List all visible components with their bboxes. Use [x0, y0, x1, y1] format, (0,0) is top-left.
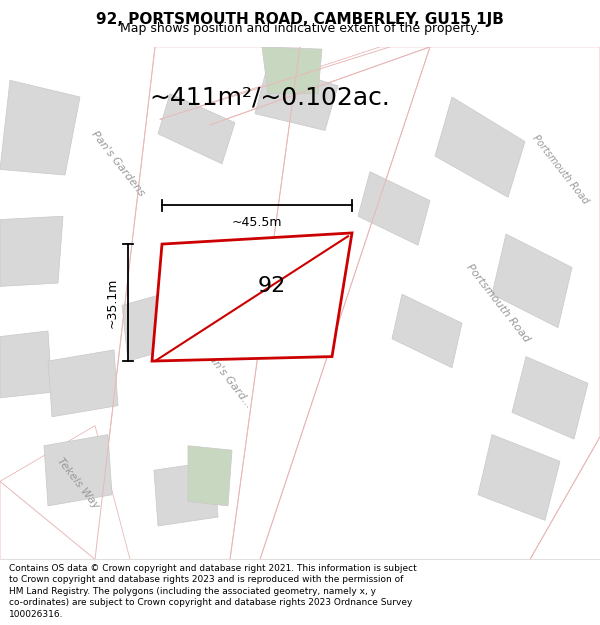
Text: Map shows position and indicative extent of the property.: Map shows position and indicative extent…: [120, 22, 480, 35]
Text: 92, PORTSMOUTH ROAD, CAMBERLEY, GU15 1JB: 92, PORTSMOUTH ROAD, CAMBERLEY, GU15 1JB: [96, 12, 504, 27]
Text: 92: 92: [258, 276, 286, 296]
Text: Tekels Way: Tekels Way: [55, 456, 101, 511]
Polygon shape: [0, 426, 130, 559]
Text: ~411m²/~0.102ac.: ~411m²/~0.102ac.: [149, 85, 391, 109]
Polygon shape: [154, 461, 218, 526]
Polygon shape: [492, 234, 572, 328]
Text: Portsmouth Road: Portsmouth Road: [464, 262, 532, 344]
Text: Pan's Gardens: Pan's Gardens: [89, 129, 146, 198]
Polygon shape: [0, 331, 52, 398]
Polygon shape: [435, 97, 525, 198]
Polygon shape: [158, 94, 235, 164]
Polygon shape: [188, 446, 232, 506]
Polygon shape: [44, 434, 112, 506]
Polygon shape: [478, 434, 560, 521]
Text: ~45.5m: ~45.5m: [232, 216, 282, 229]
Polygon shape: [255, 64, 338, 131]
Text: Contains OS data © Crown copyright and database right 2021. This information is : Contains OS data © Crown copyright and d…: [9, 564, 417, 573]
Polygon shape: [160, 47, 430, 125]
Text: co-ordinates) are subject to Crown copyright and database rights 2023 Ordnance S: co-ordinates) are subject to Crown copyr…: [9, 598, 412, 608]
Polygon shape: [152, 233, 352, 361]
Polygon shape: [48, 350, 118, 417]
Text: HM Land Registry. The polygons (including the associated geometry, namely x, y: HM Land Registry. The polygons (includin…: [9, 587, 376, 596]
Polygon shape: [358, 172, 430, 245]
Text: Pan's Gard...: Pan's Gard...: [202, 348, 254, 410]
Polygon shape: [512, 357, 588, 439]
Polygon shape: [262, 47, 322, 94]
Polygon shape: [95, 47, 300, 559]
Polygon shape: [0, 216, 63, 286]
Text: Portsmouth Road: Portsmouth Road: [530, 133, 590, 206]
Polygon shape: [392, 294, 462, 368]
Text: to Crown copyright and database rights 2023 and is reproduced with the permissio: to Crown copyright and database rights 2…: [9, 576, 403, 584]
Polygon shape: [260, 47, 600, 559]
Polygon shape: [0, 80, 80, 175]
Polygon shape: [122, 290, 184, 361]
Text: 100026316.: 100026316.: [9, 610, 64, 619]
Text: ~35.1m: ~35.1m: [106, 278, 119, 328]
